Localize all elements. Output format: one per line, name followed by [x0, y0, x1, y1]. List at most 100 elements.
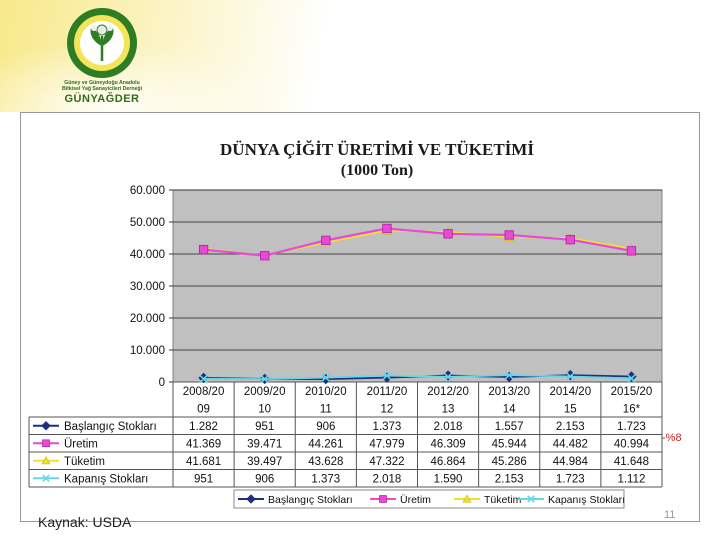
chart: DÜNYA ÇİĞİT ÜRETİMİ VE TÜKETİMİ (1000 Ton… — [28, 140, 663, 509]
data-label: 46.864 — [430, 456, 466, 468]
data-point — [565, 235, 575, 245]
category-label: 15 — [564, 404, 577, 416]
chart-subtitle: (1000 Ton) — [341, 162, 413, 179]
logo-emblem-icon — [67, 8, 137, 78]
data-label: 1.373 — [373, 421, 402, 433]
legend-label: Üretim — [400, 494, 431, 506]
data-point — [198, 244, 209, 255]
y-tick-label: 50.000 — [130, 217, 165, 229]
data-point — [505, 370, 514, 380]
data-label: 1.282 — [189, 421, 218, 433]
category-label: 16* — [623, 404, 641, 416]
y-tick-label: 10.000 — [130, 345, 165, 357]
data-label: 45.286 — [492, 456, 527, 468]
data-label: 46.309 — [430, 438, 465, 450]
data-label: 951 — [194, 473, 213, 485]
data-label: 1.557 — [495, 421, 524, 433]
data-point — [199, 374, 208, 384]
data-point — [321, 373, 330, 382]
y-tick-label: 20.000 — [130, 313, 165, 325]
data-point — [566, 372, 575, 381]
category-label: 14 — [503, 404, 516, 416]
logo: Güney ve Güneydoğu Anadolu Bitkisel Yağ … — [52, 6, 152, 110]
table-legend-marker — [41, 421, 51, 431]
change-note: -%8 — [662, 432, 682, 444]
series-name: Tüketim — [64, 456, 105, 468]
series-name: Kapanış Stokları — [64, 473, 148, 485]
data-label: 43.628 — [308, 456, 343, 468]
header-band — [0, 0, 720, 180]
category-label: 12 — [381, 404, 394, 416]
data-point — [504, 230, 514, 240]
logo-brand: GÜNYAĞDER — [64, 93, 140, 105]
data-point — [321, 235, 331, 246]
data-label: 44.984 — [553, 456, 589, 468]
logo-text-line2: Bitkisel Yağ Sanayicileri Derneği — [61, 86, 143, 92]
category-label: 11 — [320, 404, 332, 416]
data-label: 44.482 — [553, 438, 588, 450]
category-label: 2011/20 — [367, 386, 408, 398]
data-label: 47.979 — [369, 438, 404, 450]
data-point — [260, 374, 269, 384]
y-tick-label: 60.000 — [130, 185, 165, 197]
legend-marker — [462, 494, 472, 503]
y-tick-label: 0 — [159, 377, 165, 389]
category-label: 2010/20 — [305, 386, 347, 398]
data-label: 1.112 — [617, 473, 645, 485]
data-label: 951 — [255, 421, 274, 433]
data-label: 39.471 — [247, 438, 282, 450]
series-line — [203, 227, 632, 257]
category-label: 2015/20 — [611, 386, 653, 398]
data-label: 45.944 — [492, 438, 528, 450]
data-label: 47.322 — [369, 456, 404, 468]
table-legend-marker — [42, 474, 50, 483]
data-label: 2.153 — [495, 473, 524, 485]
y-tick-label: 40.000 — [130, 249, 165, 261]
data-label: 44.261 — [308, 438, 343, 450]
data-label: 39.497 — [247, 456, 282, 468]
chart-title: DÜNYA ÇİĞİT ÜRETİMİ VE TÜKETİMİ — [220, 140, 534, 159]
category-label: 2008/20 — [183, 386, 225, 398]
chart-image: DÜNYA ÇİĞİT ÜRETİMİ VE TÜKETİMİ (1000 Ton… — [20, 112, 700, 522]
data-point — [627, 374, 636, 383]
data-point — [626, 246, 637, 256]
legend-label: Başlangıç Stokları — [268, 494, 353, 506]
category-label: 2014/20 — [550, 386, 592, 398]
category-label: 2012/20 — [427, 386, 469, 398]
data-point — [443, 372, 453, 382]
legend-box — [233, 489, 625, 509]
legend-marker — [379, 495, 387, 503]
table-legend-marker — [42, 439, 50, 448]
data-label: 906 — [255, 473, 274, 485]
data-point — [382, 223, 392, 234]
legend-marker — [246, 494, 256, 504]
data-label: 1.723 — [617, 421, 646, 433]
data-label: 41.648 — [614, 456, 649, 468]
category-label: 09 — [197, 404, 210, 416]
category-label: 13 — [442, 404, 455, 416]
data-point — [443, 229, 453, 239]
data-label: 2.018 — [434, 421, 463, 433]
category-label: 2009/20 — [244, 386, 286, 398]
table-legend-marker — [41, 456, 51, 465]
data-label: 906 — [316, 421, 335, 433]
data-label: 1.723 — [556, 473, 585, 485]
data-label: 1.590 — [434, 473, 463, 485]
data-point — [260, 251, 270, 261]
legend-label: Kapanış Stokları — [548, 494, 625, 506]
legend-marker — [527, 495, 535, 503]
category-label: 10 — [258, 404, 271, 416]
data-label: 1.373 — [311, 473, 340, 485]
legend-label: Tüketim — [484, 494, 522, 506]
y-tick-label: 30.000 — [130, 281, 165, 293]
data-label: 2.018 — [373, 473, 402, 485]
source-label: Kaynak: USDA — [38, 514, 132, 530]
data-label: 41.681 — [186, 456, 221, 468]
data-point — [382, 371, 392, 380]
data-label: 40.994 — [614, 438, 650, 450]
page-number: 11 — [664, 509, 676, 521]
series-line — [203, 374, 632, 381]
series-name: Üretim — [64, 438, 98, 450]
data-label: 2.153 — [556, 421, 585, 433]
category-label: 2013/20 — [488, 386, 530, 398]
